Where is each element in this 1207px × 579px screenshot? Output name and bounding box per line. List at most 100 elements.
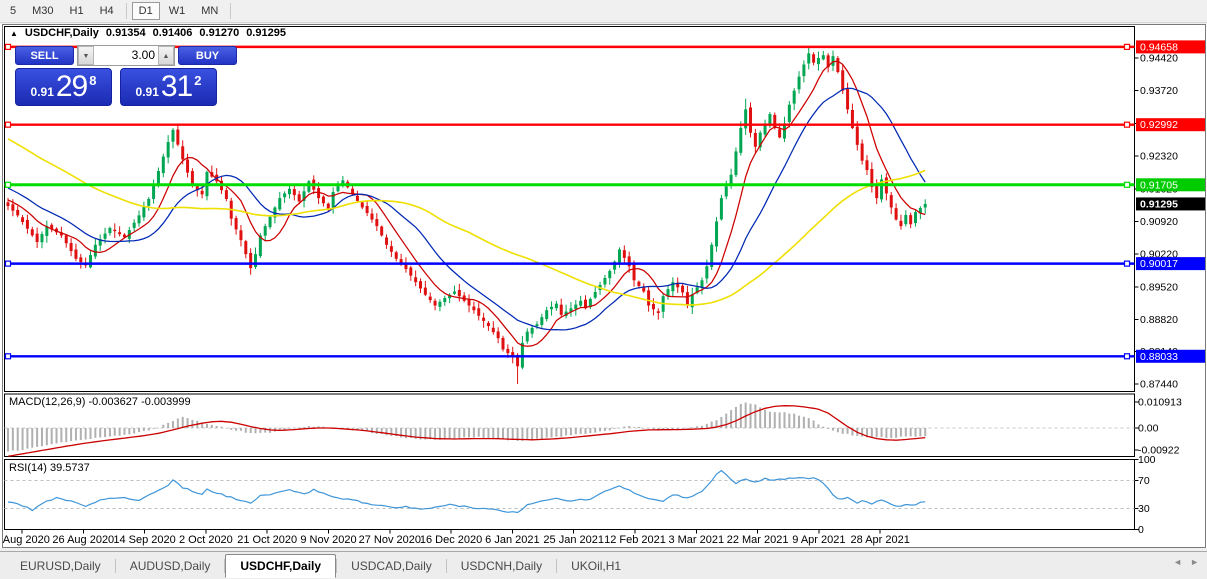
tab-usdcnh-daily[interactable]: USDCNH,Daily [460, 558, 543, 573]
ma-fast-line [7, 60, 926, 347]
timeframe-button-d1[interactable]: D1 [131, 2, 160, 20]
x-tick-label-1: 26 Aug 2020 [52, 534, 114, 546]
x-tick-label-7: 16 Dec 2020 [420, 534, 482, 546]
macd-title: MACD(12,26,9) -0.003627 -0.003999 [9, 396, 191, 408]
x-tick-label-8: 6 Jan 2021 [485, 534, 539, 546]
tabbar-scroll-arrows: ◄ ► [1173, 557, 1199, 567]
buy-price-tile[interactable]: 0.91 31 2 [120, 68, 217, 106]
moving-averages [7, 60, 926, 347]
x-tick-label-10: 12 Feb 2021 [604, 534, 666, 546]
rsi-panel-frame [4, 459, 1135, 530]
rsi-line [7, 469, 926, 514]
timeframe-button-h4[interactable]: H4 [99, 5, 114, 17]
tab-separator [114, 558, 116, 573]
x-tick-label-14: 28 Apr 2021 [851, 534, 910, 546]
timeframe-button-h1[interactable]: H1 [69, 5, 84, 17]
x-tick-label-3: 2 Oct 2020 [179, 534, 233, 546]
tab-separator [336, 558, 338, 573]
tabbar-scroll-right-icon[interactable]: ► [1190, 557, 1199, 567]
rsi-scale-30: 30 [1138, 503, 1150, 515]
x-tick-label-0: 7 Aug 2020 [0, 534, 50, 546]
tab-separator [556, 558, 558, 573]
buy-price-base: 0.91 [135, 84, 159, 99]
collapse-triangle-icon[interactable]: ▲ [10, 28, 18, 38]
y-tick-label-0.90920: 0.90920 [1140, 216, 1178, 228]
timeframe-toolbar: 5 M30 H1 H4 D1 W1 MN [0, 0, 1207, 23]
x-tick-label-4: 21 Oct 2020 [237, 534, 297, 546]
x-tick-label-5: 9 Nov 2020 [300, 534, 356, 546]
hline-handle[interactable] [4, 353, 12, 360]
buy-button[interactable]: BUY [178, 45, 237, 65]
y-tick-label-0.88820: 0.88820 [1140, 314, 1178, 326]
rsi-scale-0: 0 [1138, 524, 1144, 536]
price-badge-label: 0.94658 [1140, 41, 1178, 53]
x-tick-label-6: 27 Nov 2020 [359, 534, 421, 546]
y-tick-label-0.93720: 0.93720 [1140, 85, 1178, 97]
current-price-badge [1136, 197, 1205, 211]
hline-handle[interactable] [4, 43, 12, 50]
macd-histogram [7, 402, 927, 452]
one-click-trading-panel: SELL ▼ ▲ BUY 0.91 29 8 0.91 31 2 [15, 44, 237, 106]
tab-usdcad-daily[interactable]: USDCAD,Daily [351, 558, 432, 573]
hline-handle[interactable] [4, 260, 12, 267]
high-value: 0.91406 [152, 27, 193, 39]
close-value: 0.91295 [246, 27, 286, 39]
sell-price-sup: 8 [89, 73, 97, 88]
hline-handle[interactable] [4, 121, 12, 128]
volume-input[interactable] [94, 45, 158, 65]
tabbar-scroll-left-icon[interactable]: ◄ [1173, 557, 1183, 567]
price-badge-label: 0.88033 [1140, 351, 1178, 363]
toolbar-separator [230, 3, 232, 19]
hline-handle[interactable] [1123, 353, 1131, 360]
tab-eurusd-daily[interactable]: EURUSD,Daily [20, 558, 101, 573]
tab-usdchf-daily[interactable]: USDCHF,Daily [225, 554, 337, 578]
chart-window-border [2, 24, 1206, 548]
buy-price-sup: 2 [194, 73, 202, 88]
rsi-title: RSI(14) 39.5737 [9, 462, 90, 474]
buy-price-big: 31 [160, 70, 193, 103]
hline-handle[interactable] [1123, 181, 1131, 188]
low-value: 0.91270 [199, 27, 240, 39]
timeframe-button-m30[interactable]: M30 [32, 5, 54, 17]
timeframe-button-5[interactable]: 5 [10, 5, 17, 17]
timeframe-button-w1[interactable]: W1 [168, 5, 186, 17]
hline-handle[interactable] [4, 181, 12, 188]
price-badge-0.91705 [1136, 178, 1205, 192]
x-tick-label-2: 14 Sep 2020 [113, 534, 175, 546]
x-tick-label-11: 3 Mar 2021 [668, 534, 724, 546]
price-badge-label: 0.91705 [1140, 179, 1178, 191]
tab-audusd-daily[interactable]: AUDUSD,Daily [129, 558, 211, 573]
price-badge-label: 0.90017 [1140, 258, 1178, 270]
sell-price-base: 0.91 [30, 84, 54, 99]
rsi-scale-70: 70 [1138, 475, 1150, 487]
price-badge-0.88033 [1136, 349, 1205, 363]
x-tick-label-9: 25 Jan 2021 [543, 534, 604, 546]
tab-separator [445, 558, 447, 573]
y-tick-label-0.92320: 0.92320 [1140, 151, 1178, 163]
sell-price-big: 29 [55, 70, 88, 103]
sell-price-tile[interactable]: 0.91 29 8 [15, 68, 112, 106]
volume-decrease-button[interactable]: ▼ [78, 45, 94, 65]
hline-handle[interactable] [1123, 43, 1131, 50]
open-value: 0.91354 [105, 27, 146, 39]
rsi-scale-100: 100 [1138, 454, 1156, 466]
timeframe-button-mn[interactable]: MN [201, 5, 219, 17]
toolbar-separator [125, 3, 127, 19]
ma-medium-line [7, 87, 926, 331]
symbol-tabbar: EURUSD,Daily AUDUSD,Daily USDCHF,Daily USDC… [0, 551, 1207, 579]
macd-scale-0.010913: 0.010913 [1138, 396, 1182, 408]
macd-scale-0.00: 0.00 [1138, 423, 1159, 435]
price-badge-0.94658 [1136, 40, 1205, 54]
y-tick-label-0.87440: 0.87440 [1140, 378, 1178, 390]
tab-separator [224, 558, 226, 573]
tab-ukoil-h1[interactable]: UKOil,H1 [571, 558, 622, 573]
hline-handle[interactable] [1123, 121, 1131, 128]
volume-increase-button[interactable]: ▲ [158, 45, 174, 65]
hline-handle[interactable] [1123, 260, 1131, 267]
volume-stepper: ▼ ▲ [77, 44, 175, 66]
sell-button[interactable]: SELL [15, 45, 74, 65]
ma-slow-line [7, 138, 926, 306]
y-tick-label-0.94420: 0.94420 [1140, 53, 1178, 65]
y-tick-label-0.89520: 0.89520 [1140, 281, 1178, 293]
price-badge-label: 0.92992 [1140, 119, 1178, 131]
